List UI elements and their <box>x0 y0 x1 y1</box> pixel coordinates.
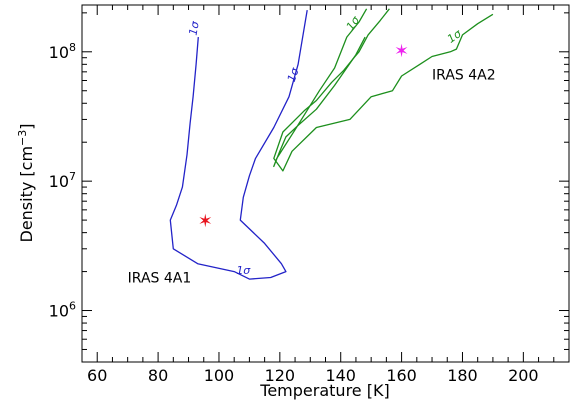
x-tick-label: 60 <box>87 366 107 385</box>
y-tick-label-exponent: 8 <box>69 41 76 54</box>
y-tick-label-exponent: 6 <box>69 300 76 313</box>
y-tick-label: 107 <box>49 170 76 191</box>
star-marker: ✶ <box>394 41 409 62</box>
x-tick-label: 140 <box>325 366 356 385</box>
y-tick-label: 108 <box>49 41 76 62</box>
y-axis-label-close: ] <box>17 123 36 129</box>
x-axis-label: Temperature [K] <box>259 381 389 400</box>
contour-label: 1σ <box>285 65 302 83</box>
y-axis-label: Density [cm−3] <box>16 123 36 242</box>
y-tick-label: 106 <box>49 300 76 321</box>
contour-series <box>169 8 494 280</box>
contour-label: 1σ <box>236 264 251 277</box>
x-tick-label: 180 <box>447 366 478 385</box>
source-annotations: IRAS 4A1 IRAS 4A2 <box>128 67 496 286</box>
y-tick-label-base: 10 <box>49 302 69 321</box>
y-axis-label-main: Density [cm <box>17 146 36 243</box>
plot-frame <box>81 4 570 363</box>
source-label: IRAS 4A1 <box>128 270 192 286</box>
contour-label: 1σ <box>344 13 363 33</box>
y-tick-label-base: 10 <box>49 43 69 62</box>
star-marker: ✶ <box>198 211 213 232</box>
contour-line-1 <box>169 9 308 280</box>
x-tick-label: 200 <box>508 366 539 385</box>
axis-ticks <box>82 5 570 363</box>
x-tick-label: 120 <box>265 366 296 385</box>
y-axis-label-exponent: −3 <box>16 130 29 146</box>
x-tick-label: 100 <box>204 366 235 385</box>
contour-line-2 <box>273 8 368 168</box>
y-tick-label-exponent: 7 <box>69 170 76 183</box>
contour-label: 1σ <box>445 26 465 45</box>
contour-labels: 1σ 1σ 1σ 1σ 1σ <box>187 13 465 277</box>
source-label: IRAS 4A2 <box>432 67 496 83</box>
contour-label: 1σ <box>187 19 202 36</box>
x-tick-label: 80 <box>148 366 168 385</box>
y-tick-label-base: 10 <box>49 172 69 191</box>
contour-line-3 <box>273 8 494 172</box>
x-tick-labels: 60 80 100 120 140 160 180 200 <box>87 366 539 385</box>
x-tick-label: 160 <box>386 366 417 385</box>
source-markers: ✶✶ <box>198 41 409 232</box>
